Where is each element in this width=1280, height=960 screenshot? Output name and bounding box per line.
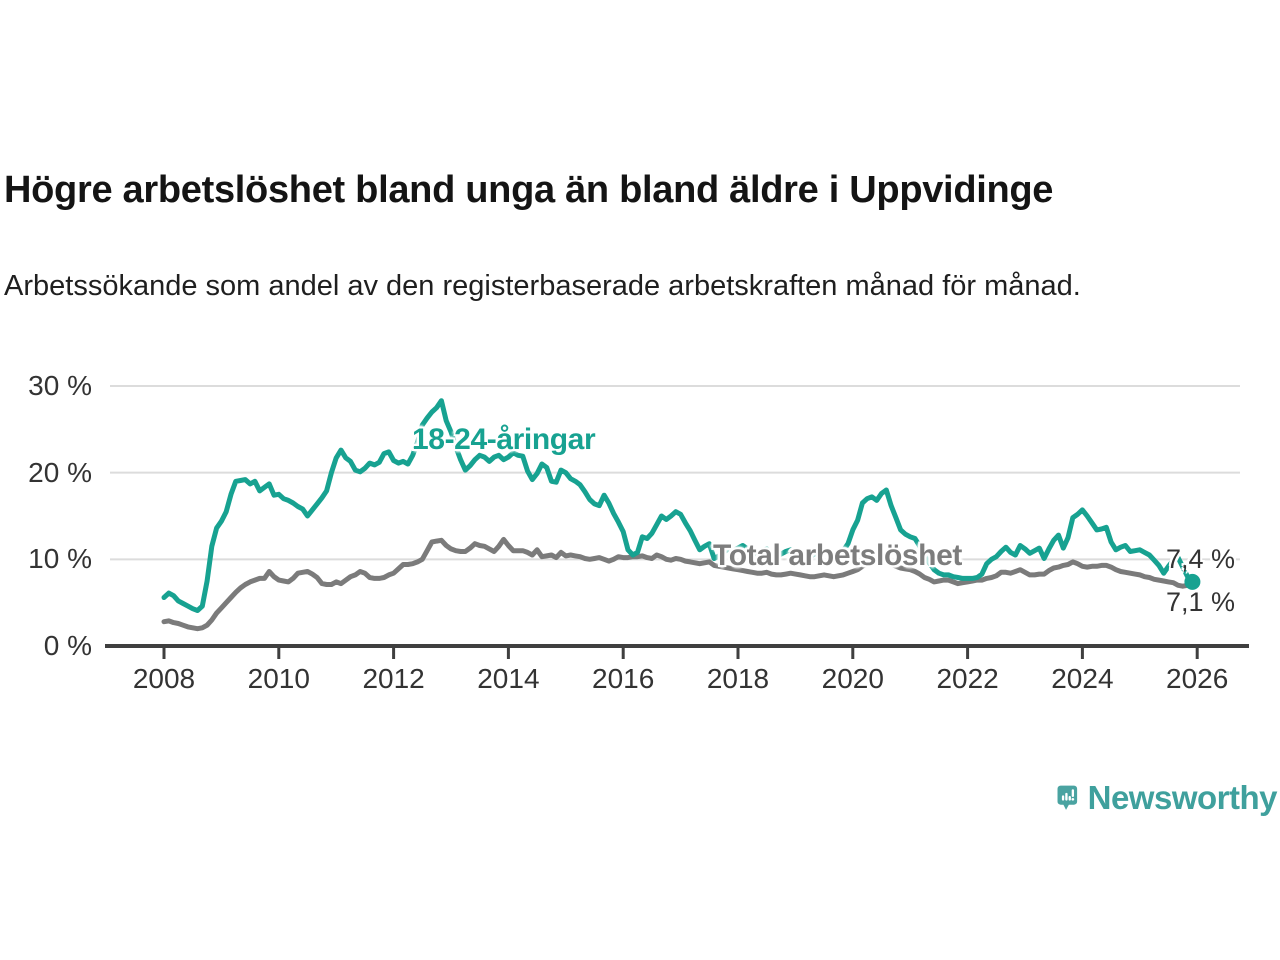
chart-subtitle: Arbetssökande som andel av den registerb… [4,270,1081,302]
x-axis-label: 2016 [592,663,655,694]
x-axis-label: 2020 [821,663,884,694]
y-axis-label: 30 % [28,369,92,401]
x-axis-label: 2008 [132,663,196,694]
logo-bar-2 [1065,792,1068,801]
newsworthy-logo-text: Newsworthy [1087,779,1278,816]
y-axis-label: 20 % [28,456,92,488]
logo-exclamation-bar [1071,789,1075,797]
page-title: Högre arbetslöshet bland unga än bland ä… [4,169,1054,212]
logo-bar-1 [1061,795,1065,801]
x-axis-label: 2018 [706,663,770,694]
y-axis-label: 10 % [28,543,92,575]
x-axis-label: 2026 [1166,663,1229,694]
series-end-dot [1184,573,1201,590]
logo-bar-3 [1068,795,1071,801]
x-axis-label: 2010 [247,663,310,694]
series-label-youth: 18-24-åringar [412,423,596,456]
newsworthy-logo: Newsworthy [1057,773,1278,823]
x-axis-label: 2012 [362,663,425,694]
series-line-1 [161,536,1195,632]
y-axis-label: 0 % [43,630,92,661]
x-axis-label: 2014 [477,663,540,694]
series-label-total: Total arbetslöshet [713,539,962,572]
x-axis-label: 2024 [1051,663,1114,694]
logo-exclamation-dot [1071,797,1075,801]
newsworthy-logo-icon [1057,785,1078,810]
end-value-label-youth: 7,4 % [1166,544,1236,574]
series-line-0 [161,398,1195,613]
x-axis-label: 2022 [936,663,999,694]
end-value-label-total: 7,1 % [1166,587,1236,617]
